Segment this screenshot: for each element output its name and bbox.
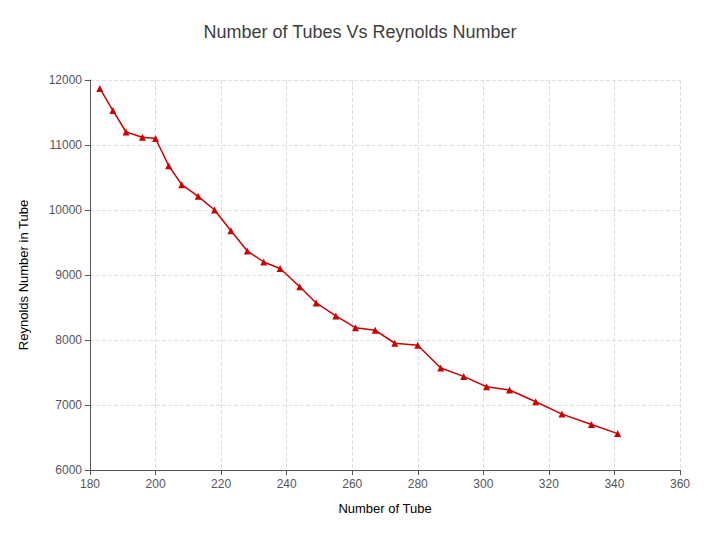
svg-text:Number of Tubes Vs Reynolds Nu: Number of Tubes Vs Reynolds Number	[203, 22, 516, 42]
svg-text:10000: 10000	[49, 203, 83, 217]
svg-text:300: 300	[473, 477, 493, 491]
svg-text:240: 240	[277, 477, 297, 491]
svg-text:360: 360	[670, 477, 690, 491]
svg-text:9000: 9000	[55, 268, 82, 282]
svg-text:6000: 6000	[55, 463, 82, 477]
svg-text:320: 320	[539, 477, 559, 491]
svg-text:280: 280	[408, 477, 428, 491]
svg-text:Number of Tube: Number of Tube	[338, 501, 431, 516]
svg-text:260: 260	[342, 477, 362, 491]
svg-text:12000: 12000	[49, 73, 83, 87]
svg-text:Reynolds Number in Tube: Reynolds Number in Tube	[16, 200, 31, 350]
svg-text:11000: 11000	[50, 138, 83, 152]
svg-text:180: 180	[80, 477, 100, 491]
svg-text:340: 340	[604, 477, 624, 491]
svg-text:7000: 7000	[55, 398, 82, 412]
svg-text:200: 200	[146, 477, 166, 491]
svg-text:8000: 8000	[55, 333, 82, 347]
svg-text:220: 220	[211, 477, 231, 491]
